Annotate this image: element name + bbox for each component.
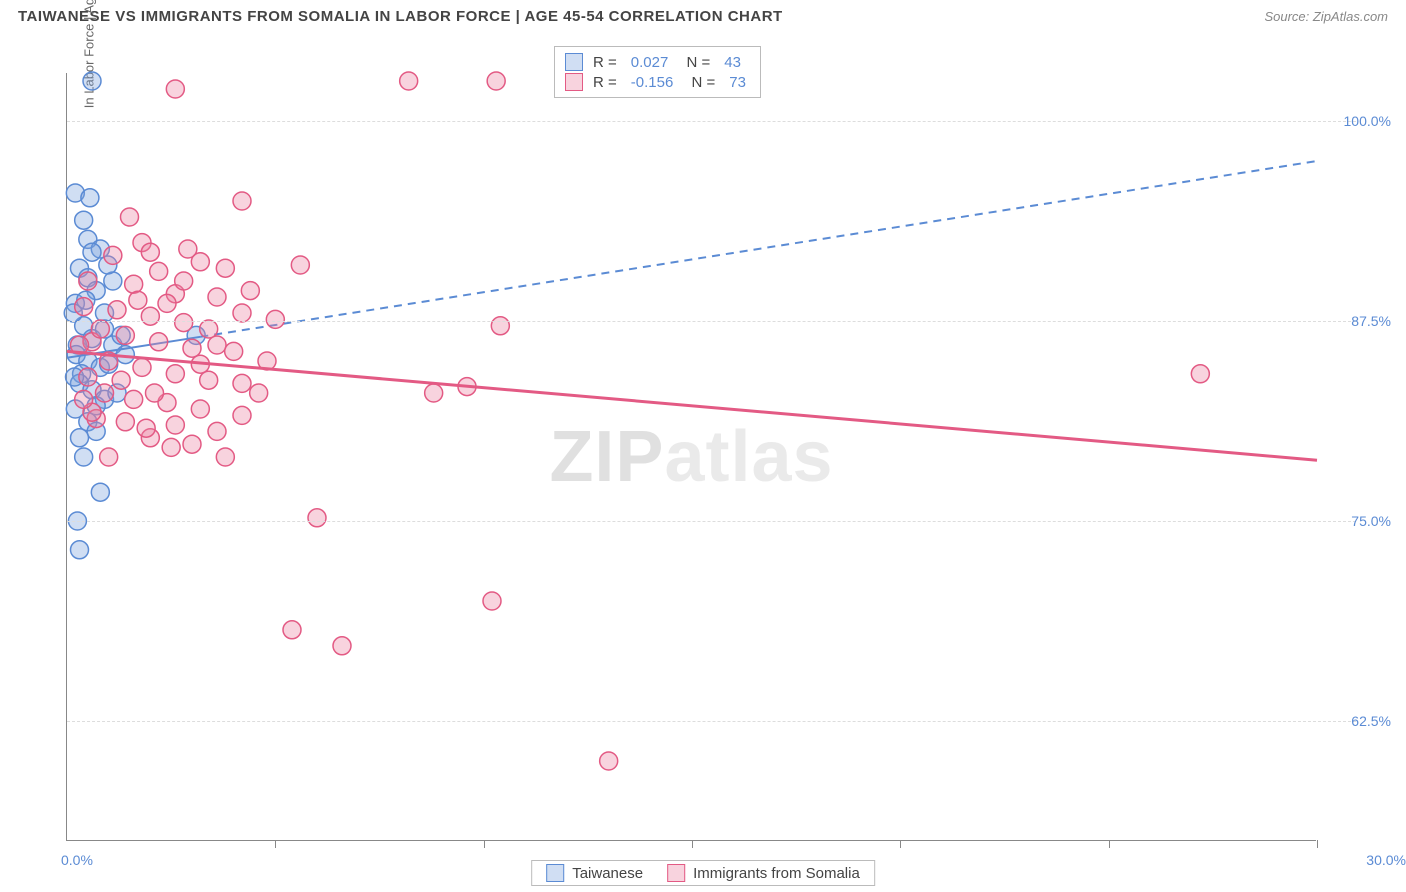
gridline	[67, 321, 1356, 322]
x-tick	[1109, 840, 1110, 848]
y-tick-label: 62.5%	[1351, 713, 1391, 729]
correlation-legend: R =0.027 N =43 R =-0.156 N =73	[554, 46, 761, 98]
y-tick-label: 87.5%	[1351, 313, 1391, 329]
legend-item: Immigrants from Somalia	[667, 864, 860, 882]
chart-title: TAIWANESE VS IMMIGRANTS FROM SOMALIA IN …	[18, 8, 783, 25]
x-tick	[275, 840, 276, 848]
legend-swatch	[667, 864, 685, 882]
gridline	[67, 521, 1356, 522]
x-tick	[900, 840, 901, 848]
corr-legend-row: R =0.027 N =43	[565, 53, 750, 71]
x-min-label: 0.0%	[61, 852, 93, 868]
legend-swatch	[546, 864, 564, 882]
x-tick	[484, 840, 485, 848]
x-max-label: 30.0%	[1366, 852, 1406, 868]
legend-item: Taiwanese	[546, 864, 643, 882]
legend-swatch	[565, 53, 583, 71]
series-legend: Taiwanese Immigrants from Somalia	[531, 860, 875, 886]
legend-swatch	[565, 73, 583, 91]
x-tick	[1317, 840, 1318, 848]
legend-label: Taiwanese	[572, 865, 643, 882]
y-tick-label: 100.0%	[1344, 113, 1391, 129]
source-attribution: Source: ZipAtlas.com	[1264, 9, 1388, 24]
y-tick-label: 75.0%	[1351, 513, 1391, 529]
gridline	[67, 121, 1356, 122]
x-tick	[692, 840, 693, 848]
plot-region: ZIPatlas 62.5%75.0%87.5%100.0%0.0%30.0%	[66, 73, 1316, 841]
legend-label: Immigrants from Somalia	[693, 865, 860, 882]
corr-legend-row: R =-0.156 N =73	[565, 73, 750, 91]
scatter-svg	[67, 73, 1317, 841]
gridline	[67, 721, 1356, 722]
